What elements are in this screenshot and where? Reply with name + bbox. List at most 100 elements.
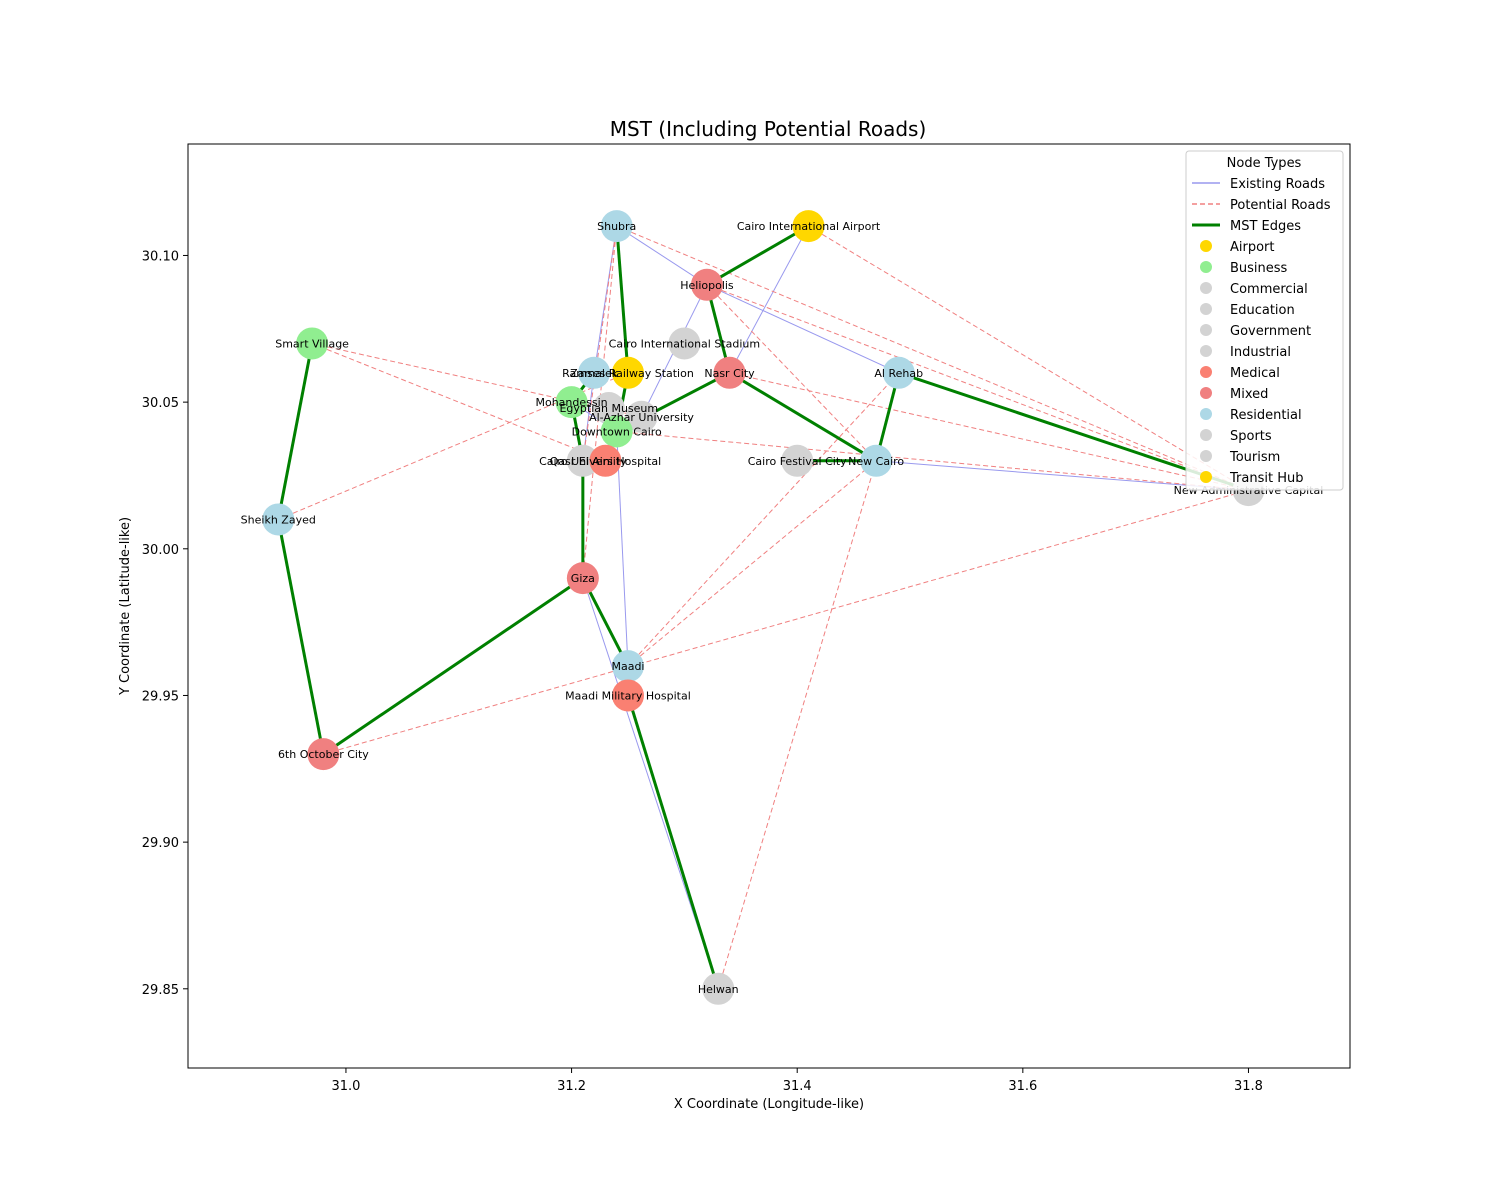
node-ramses — [611, 356, 644, 389]
legend-label: Mixed — [1230, 387, 1268, 402]
node-qasrhospital — [589, 444, 622, 477]
mst-edge-sheikhzayed-smartvillage — [276, 343, 314, 520]
potential-road-downtown-newcapital — [616, 430, 1249, 491]
node-label-stadium: Cairo International Stadium — [609, 337, 760, 350]
node-zamalek — [578, 356, 611, 389]
legend-label: Potential Roads — [1230, 198, 1331, 213]
mst-edge-giza-october — [322, 576, 584, 756]
legend-marker — [1200, 387, 1212, 399]
legend-marker — [1200, 240, 1212, 252]
node-october — [307, 738, 340, 771]
node-maadihospital — [611, 679, 644, 712]
node-sheikhzayed — [262, 503, 295, 536]
legend-label: Medical — [1230, 366, 1280, 381]
node-label-ramses: Ramses Railway Station — [562, 367, 694, 380]
legend-marker — [1200, 282, 1212, 294]
legend-marker — [1200, 366, 1212, 378]
x-tick-label: 31.6 — [1008, 1079, 1037, 1094]
x-axis-label: X Coordinate (Longitude-like) — [674, 1097, 864, 1112]
legend-label: Existing Roads — [1230, 177, 1325, 192]
y-tick-label: 30.05 — [142, 396, 179, 411]
x-tick-label: 31.2 — [557, 1079, 586, 1094]
x-axis-ticks: 31.0 31.2 31.4 31.6 31.8 — [331, 1068, 1263, 1094]
legend-label: Commercial — [1230, 282, 1308, 297]
legend-label: Airport — [1230, 240, 1275, 255]
node-mohandessin — [555, 386, 588, 419]
node-label-mohandessin: Mohandessin — [535, 396, 607, 409]
node-airport — [792, 210, 825, 243]
mst-edge-october-sheikhzayed — [276, 519, 325, 755]
existing-road-downtown-maadi — [616, 431, 629, 667]
node-label-alazhar: Al-Azhar University — [589, 411, 694, 424]
legend-label: Education — [1230, 303, 1295, 318]
node-label-downtown: Downtown Cairo — [572, 425, 662, 438]
y-tick-label: 30.00 — [142, 543, 179, 558]
node-stadium — [668, 327, 701, 360]
chart-title: MST (Including Potential Roads) — [610, 117, 927, 141]
node-alazhar — [625, 400, 658, 433]
mst-edge-shubra-ramses — [615, 226, 630, 373]
node-label-sheikhzayed: Sheikh Zayed — [241, 513, 316, 526]
node-label-helwan: Helwan — [698, 983, 739, 996]
legend-marker — [1200, 324, 1212, 336]
y-tick-label: 30.10 — [142, 249, 179, 264]
potential-road-october-newcapital — [323, 489, 1249, 755]
y-tick-label: 29.95 — [142, 689, 179, 704]
node-helwan — [702, 972, 735, 1005]
potential-road-maadi-newcairo — [627, 460, 877, 667]
y-tick-label: 29.90 — [142, 836, 179, 851]
legend-label: Government — [1230, 324, 1311, 339]
node-alrehab — [882, 356, 915, 389]
legend-marker — [1200, 408, 1212, 420]
node-label-nasrcity: Nasr City — [704, 367, 755, 380]
potential-road-helwan-newcairo — [717, 460, 877, 989]
node-label-heliopolis: Heliopolis — [680, 279, 734, 292]
existing-road-heliopolis-alrehab — [706, 284, 899, 374]
existing-road-airport-nasrcity — [729, 225, 809, 374]
legend-label: Tourism — [1229, 450, 1280, 465]
mst-edge-giza-maadi — [581, 577, 630, 667]
node-label-egyptianmuseum: Egyptian Museum — [559, 402, 658, 415]
legend-marker — [1200, 450, 1212, 462]
node-maadi — [611, 650, 644, 683]
node-smartvillage — [296, 327, 329, 360]
node-newcairo — [860, 444, 893, 477]
node-labels-layer: Shubra Cairo International Airport Heliopo… — [241, 220, 1324, 996]
mst-edge-airport-heliopolis — [706, 224, 810, 287]
node-heliopolis — [690, 268, 723, 301]
node-label-qasrhospital: Qasr El Aini Hospital — [550, 455, 662, 468]
node-cairouniv — [566, 444, 599, 477]
potential-road-nasrcity-newcapital — [729, 372, 1249, 491]
legend-marker — [1200, 261, 1212, 273]
node-label-alrehab: Al Rehab — [874, 367, 923, 380]
node-label-maadi: Maadi — [611, 660, 644, 673]
node-label-october: 6th October City — [278, 748, 369, 761]
legend-label: Residential — [1230, 408, 1302, 423]
legend-marker — [1200, 345, 1212, 357]
node-shubra — [600, 210, 633, 243]
node-giza — [566, 562, 599, 595]
potential-road-shubra-newcapital — [616, 225, 1249, 491]
node-downtown — [600, 415, 633, 448]
potential-roads-layer — [278, 225, 1249, 989]
legend-label: Sports — [1230, 429, 1272, 444]
legend-label: Industrial — [1230, 345, 1291, 360]
mst-edge-nasrcity-newcairo — [728, 371, 877, 463]
x-tick-label: 31.0 — [331, 1079, 360, 1094]
node-festival — [781, 444, 814, 477]
y-axis-ticks: 29.85 29.90 29.95 30.00 30.05 30.10 — [142, 249, 188, 998]
node-label-maadihospital: Maadi Military Hospital — [565, 689, 691, 702]
potential-road-smartvillage-qasrhospital — [311, 343, 606, 462]
node-label-newcairo: New Cairo — [848, 455, 904, 468]
legend-box — [1185, 150, 1344, 491]
legend-items: Existing Roads Potential Roads MST Edges Ai… — [1192, 177, 1331, 486]
y-tick-label: 29.85 — [142, 983, 179, 998]
potential-road-heliopolis-newcapital — [706, 284, 1249, 491]
legend-title: Node Types — [1227, 156, 1302, 171]
x-tick-label: 31.8 — [1234, 1079, 1263, 1094]
plot-area-frame — [187, 143, 1351, 1069]
node-label-festival: Cairo Festival City — [748, 455, 847, 468]
existing-road-shubra-heliopolis — [616, 225, 708, 286]
x-tick-label: 31.4 — [783, 1079, 812, 1094]
